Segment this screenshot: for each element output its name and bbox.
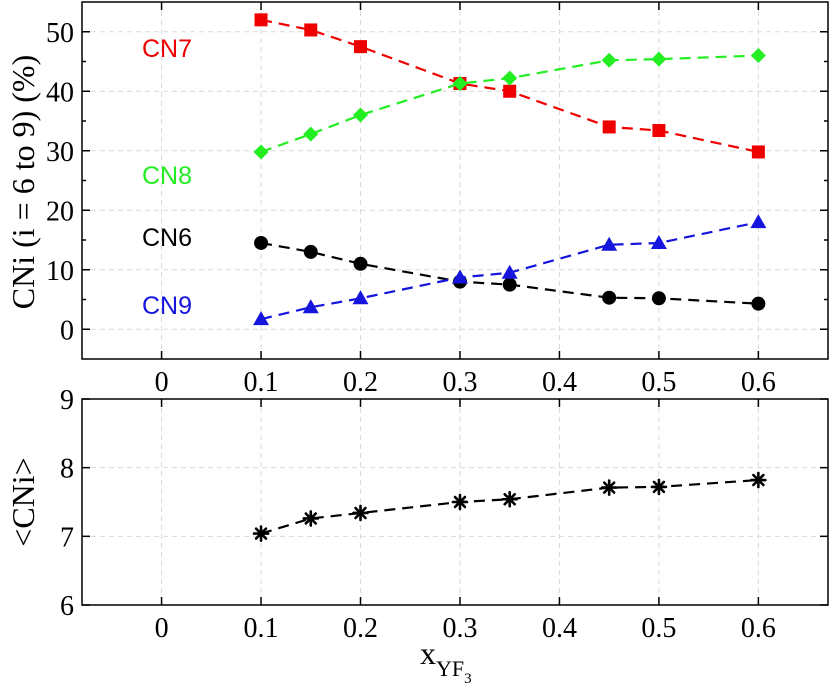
plot-frame bbox=[81, 1, 829, 360]
point-cn7-6 bbox=[652, 124, 666, 138]
point-cn9-5 bbox=[601, 236, 618, 251]
line-cn6 bbox=[260, 241, 759, 305]
top-panel: 0 0.1 0.2 0.3 0.4 0.5 0.6 0 10 20 30 40 50 CN7 CN8 CN6 C… bbox=[5, 1, 829, 398]
x-axis-title-sub: YF bbox=[436, 656, 464, 681]
point-cn9-2 bbox=[352, 290, 369, 305]
x-tick-label: 0.2 bbox=[343, 613, 378, 644]
point-cn7-0 bbox=[254, 13, 268, 27]
y-tick-label: 40 bbox=[46, 77, 74, 108]
point-cn8-6 bbox=[651, 51, 667, 67]
x-tick-label: 0.3 bbox=[442, 613, 477, 644]
point-cn8-3 bbox=[452, 76, 468, 92]
y-tick-label: 30 bbox=[46, 137, 74, 168]
y-tick-label: 0 bbox=[60, 315, 74, 346]
point-cni-2 bbox=[352, 504, 369, 522]
point-cn6-6 bbox=[651, 291, 666, 306]
x-tick-label: 0.1 bbox=[244, 367, 279, 398]
point-cn9-1 bbox=[302, 299, 319, 314]
x-tick-label: 0.5 bbox=[641, 367, 676, 398]
point-cni-4 bbox=[501, 490, 519, 508]
point-cn9-0 bbox=[253, 311, 270, 326]
x-axis-title: xYF3 bbox=[420, 635, 472, 687]
x-tick-label: 0.4 bbox=[542, 613, 577, 644]
grid bbox=[82, 2, 828, 359]
y-tick-label: 9 bbox=[60, 385, 74, 416]
point-cni-0 bbox=[252, 525, 270, 542]
y-tick-label: 10 bbox=[46, 256, 74, 287]
point-cn8-1 bbox=[303, 126, 319, 142]
point-cn7-1 bbox=[304, 23, 318, 37]
point-cn8-0 bbox=[253, 144, 269, 160]
y-axis-title-bottom: <CNi> bbox=[5, 457, 41, 546]
series-cn7 bbox=[254, 13, 765, 159]
point-cn8-2 bbox=[353, 107, 369, 123]
y-tick-label: 6 bbox=[60, 591, 74, 622]
label-cn7: CN7 bbox=[142, 35, 192, 63]
point-cn8-4 bbox=[502, 70, 518, 86]
point-cn7-7 bbox=[751, 145, 765, 159]
series-cn9 bbox=[253, 214, 767, 326]
point-cn7-4 bbox=[503, 84, 517, 98]
series-cn8 bbox=[253, 48, 766, 160]
x-tick-label: 0.1 bbox=[244, 613, 279, 644]
point-cn9-3 bbox=[451, 269, 468, 284]
point-cn9-4 bbox=[501, 264, 518, 279]
point-cn6-7 bbox=[751, 296, 766, 311]
point-cni-3 bbox=[451, 493, 469, 511]
y-tick-label: 7 bbox=[60, 522, 74, 553]
point-cn7-2 bbox=[354, 40, 368, 54]
label-cn8: CN8 bbox=[142, 162, 192, 190]
point-cn8-5 bbox=[601, 52, 617, 68]
point-cn6-5 bbox=[602, 290, 617, 305]
point-cn9-7 bbox=[750, 214, 767, 229]
line-cni bbox=[260, 478, 759, 535]
x-tick-label: 0.6 bbox=[741, 613, 776, 644]
point-cni-1 bbox=[302, 510, 320, 527]
point-cni-6 bbox=[650, 478, 668, 496]
label-cn6: CN6 bbox=[142, 224, 192, 252]
point-cn9-6 bbox=[650, 234, 667, 249]
y-tick-label: 50 bbox=[46, 18, 74, 49]
bottom-panel: 0 0.1 0.2 0.3 0.4 0.5 0.6 6 7 8 9 <CNi> xYF3 bbox=[5, 385, 829, 687]
point-cn6-2 bbox=[353, 256, 368, 271]
y-axis-title-top: CNi (i = 6 to 9) (%) bbox=[5, 55, 41, 309]
point-cn6-0 bbox=[254, 235, 269, 250]
x-tick-label: 0.4 bbox=[542, 367, 577, 398]
line-cn8 bbox=[260, 54, 759, 153]
point-cn7-5 bbox=[602, 120, 616, 134]
x-axis-title-subsub: 3 bbox=[464, 671, 472, 687]
y-tick-label: 8 bbox=[60, 454, 74, 485]
x-tick-label: 0 bbox=[155, 613, 169, 644]
x-tick-label: 0 bbox=[155, 367, 169, 398]
x-tick-label: 0.3 bbox=[442, 367, 477, 398]
point-cni-5 bbox=[600, 479, 618, 496]
line-cn7 bbox=[260, 18, 759, 154]
plot-frame bbox=[81, 398, 829, 606]
x-tick-label: 0.2 bbox=[343, 367, 378, 398]
point-cn8-7 bbox=[750, 48, 766, 64]
x-tick-label: 0.5 bbox=[641, 613, 676, 644]
point-cni-7 bbox=[750, 471, 767, 489]
line-cn9 bbox=[260, 221, 759, 321]
point-cn6-4 bbox=[502, 277, 517, 292]
label-cn9: CN9 bbox=[142, 292, 192, 320]
x-tick-label: 0.6 bbox=[741, 367, 776, 398]
y-tick-label: 20 bbox=[46, 196, 74, 227]
point-cn6-1 bbox=[303, 244, 318, 259]
series-cni bbox=[252, 471, 767, 542]
x-axis-title-main: x bbox=[420, 635, 436, 671]
